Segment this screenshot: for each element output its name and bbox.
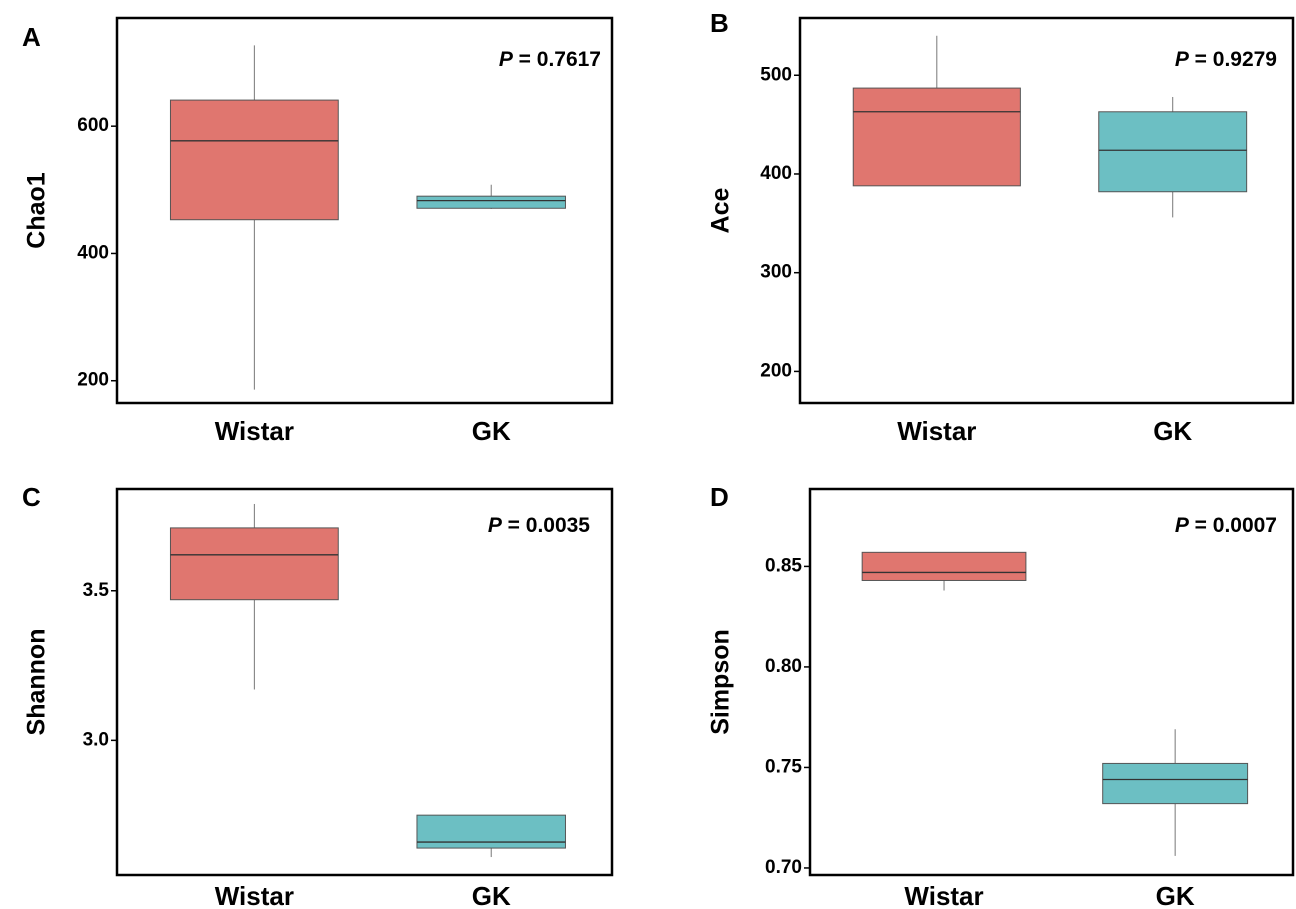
y-tick-label: 0.85: [765, 555, 802, 576]
panel-letter: C: [22, 482, 41, 512]
y-tick-label: 3.0: [83, 729, 109, 750]
y-axis-label: Ace: [707, 187, 735, 233]
y-tick-label: 600: [77, 115, 109, 136]
box-gk: [416, 814, 566, 849]
y-axis-label: Shannon: [23, 629, 51, 736]
box-wistar: [852, 87, 1021, 187]
panel-letter: D: [710, 482, 729, 512]
y-tick-label: 0.75: [765, 756, 802, 777]
panel-letter: A: [22, 22, 41, 52]
y-tick-label: 400: [760, 163, 792, 184]
y-tick-label: 300: [760, 262, 792, 283]
box-wistar: [861, 551, 1027, 581]
category-label-gk: GK: [1156, 881, 1195, 909]
panel-letter: B: [710, 8, 729, 38]
box-gk: [1102, 762, 1249, 805]
category-label-wistar: Wistar: [215, 416, 294, 446]
panel-c: C Shannon Wistar GK 3.0 3.5 P = 0.0035: [22, 482, 614, 909]
category-label-wistar: Wistar: [215, 881, 294, 909]
box-gk: [1098, 111, 1248, 193]
box-wistar: [169, 99, 339, 221]
category-label-gk: GK: [472, 881, 511, 909]
y-tick-label: 0.80: [765, 656, 802, 677]
category-label-gk: GK: [472, 416, 511, 446]
plot-frame: [798, 16, 1295, 405]
y-tick-label: 0.70: [765, 857, 802, 878]
category-label-wistar: Wistar: [904, 881, 983, 909]
y-tick-label: 200: [77, 370, 109, 391]
p-value-annotation: P = 0.0035: [488, 514, 590, 537]
box-gk: [416, 195, 566, 209]
y-axis-label: Simpson: [707, 629, 735, 735]
p-value-annotation: P = 0.7617: [499, 48, 601, 71]
y-tick-label: 3.5: [83, 580, 110, 601]
panel-d: D Simpson Wistar GK 0.70 0.75 0.80 0.85 P = 0.00…: [707, 482, 1295, 909]
panel-a: A Chao1 Wistar GK 200 400 600 P = 0.7617: [22, 16, 614, 446]
panel-b: B Ace Wistar GK 200 300 400 500 P = 0.9279: [707, 8, 1295, 446]
plot-frame: [115, 487, 614, 877]
plot-frame: [808, 487, 1295, 877]
plot-frame: [115, 16, 614, 405]
category-label-wistar: Wistar: [897, 416, 976, 446]
p-value-annotation: P = 0.9279: [1175, 48, 1277, 71]
category-label-gk: GK: [1153, 416, 1192, 446]
y-tick-label: 500: [760, 64, 792, 85]
y-tick-label: 200: [760, 360, 792, 381]
y-axis-label: Chao1: [23, 172, 51, 249]
p-value-annotation: P = 0.0007: [1175, 514, 1277, 537]
box-wistar: [169, 527, 339, 601]
y-tick-label: 400: [77, 242, 109, 263]
